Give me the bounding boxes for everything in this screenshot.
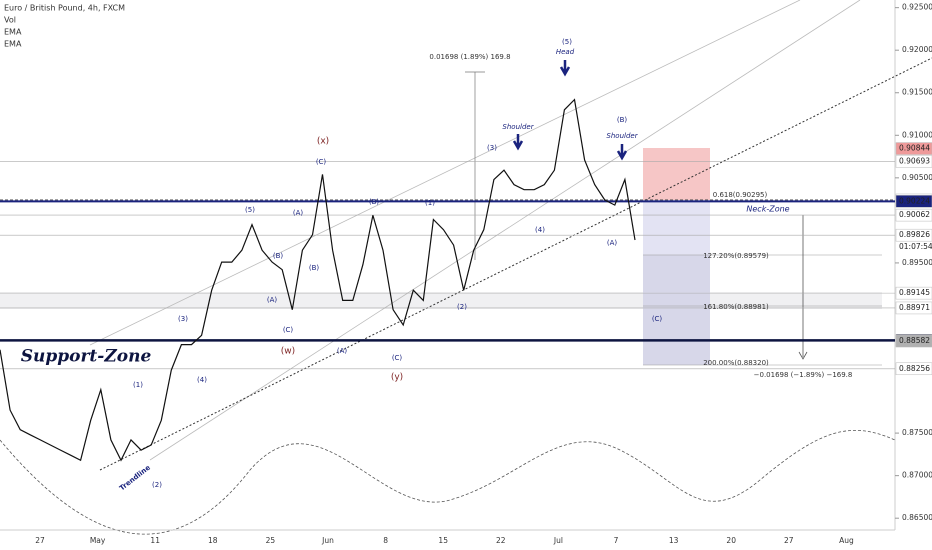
annotation: (C) [392, 354, 403, 362]
x-tick-label: 13 [669, 536, 679, 545]
annotation: (A) [293, 209, 304, 217]
y-tick-label: 0.92500 [902, 3, 932, 12]
measure-arrow [798, 351, 808, 360]
annotation: (4) [535, 226, 545, 234]
annotation: (3) [487, 144, 497, 152]
price-label-box [895, 301, 932, 315]
indicator-label: Vol [4, 16, 16, 25]
annotation: (B) [309, 264, 320, 272]
annotation: Support-Zone [21, 347, 152, 367]
x-tick-label: Aug [839, 536, 854, 545]
channel-line [149, 0, 861, 461]
annotation: (B) [273, 252, 284, 260]
annotation: 200.00%(0.88320) [703, 359, 769, 367]
y-tick-label: 0.91500 [902, 88, 932, 97]
annotation: Shoulder [502, 123, 534, 131]
annotation: (y) [391, 373, 403, 383]
price-label-box [895, 286, 932, 300]
symbol-title: Euro / British Pound, 4h, FXCM [4, 4, 125, 13]
x-tick-label: 20 [726, 536, 736, 545]
indicator-label: EMA [4, 40, 22, 49]
annotation: (3) [178, 315, 188, 323]
x-tick-label: 25 [266, 536, 276, 545]
annotation: (A) [607, 239, 618, 247]
price-label: 0.88256 [899, 364, 930, 373]
x-tick-label: 18 [208, 536, 218, 545]
annotation: 0.01698 (1.89%) 169.8 [429, 53, 510, 61]
annotation: 127.20%(0.89579) [703, 252, 769, 260]
x-tick-label: 7 [614, 536, 619, 545]
annotation: (C) [652, 315, 663, 323]
indicator-label: EMA [4, 28, 22, 37]
annotation: (1) [425, 199, 435, 207]
x-tick-label: 27 [784, 536, 794, 545]
annotation: Neck-Zone [746, 205, 789, 214]
y-tick-label: 0.89500 [902, 258, 932, 267]
countdown: 01:07:54 [899, 242, 932, 251]
annotation: (5) [562, 38, 572, 46]
annotation: Head [556, 48, 575, 56]
x-tick-label: 8 [383, 536, 388, 545]
annotation: (5) [245, 206, 255, 214]
annotation: (C) [283, 326, 294, 334]
annotation: (4) [197, 376, 207, 384]
annotation: (2) [457, 303, 467, 311]
annotation: (A) [337, 347, 348, 355]
annotation: (w) [281, 347, 295, 357]
annotation: 0.618(0.90295) [713, 191, 768, 199]
x-tick-label: May [90, 536, 106, 545]
price-label: 0.90224 [899, 196, 930, 205]
shoulder-arrow [512, 134, 524, 151]
x-tick-label: Jun [321, 536, 334, 545]
annotation: (A) [267, 296, 278, 304]
annotation: 161.80%(0.88981) [703, 303, 769, 311]
x-tick-label: Jul [553, 536, 563, 545]
price-label: 0.88971 [899, 303, 930, 312]
price-label-box [895, 362, 932, 376]
annotation: (B) [617, 116, 628, 124]
shoulder-arrow [616, 144, 628, 161]
price-label: 0.88582 [899, 336, 930, 345]
y-tick-label: 0.87000 [902, 471, 932, 480]
y-tick-label: 0.86500 [902, 513, 932, 522]
price-line [0, 98, 636, 462]
y-tick-label: 0.92000 [902, 45, 932, 54]
cycle-curve [0, 429, 896, 535]
y-tick-label: 0.90500 [902, 173, 932, 182]
price-label-box [895, 195, 932, 208]
price-label-box [895, 228, 932, 242]
target-box-inner [643, 255, 710, 365]
x-tick-label: 11 [150, 536, 160, 545]
price-label: 0.89826 [899, 230, 930, 239]
x-tick-label: 15 [438, 536, 448, 545]
annotation: Shoulder [606, 132, 638, 140]
annotation: −0.01698 (−1.89%) −169.8 [754, 371, 853, 379]
price-label: 0.89145 [899, 288, 930, 297]
x-tick-label: 27 [35, 536, 45, 545]
annotation: (x) [317, 137, 329, 147]
annotation: (2) [152, 481, 162, 489]
price-label: 0.90062 [899, 210, 930, 219]
price-label-box [895, 142, 932, 155]
y-tick-label: 0.91000 [902, 130, 932, 139]
channel-line [89, 0, 801, 346]
head-arrow [559, 60, 571, 77]
x-tick-label: 22 [496, 536, 506, 545]
stop-box [643, 148, 710, 200]
y-tick-label: 0.87500 [902, 428, 932, 437]
trendline [99, 57, 932, 471]
price-label-box [895, 155, 932, 168]
price-label: 0.90693 [899, 156, 930, 165]
price-label-box [895, 208, 932, 222]
annotation: (1) [133, 381, 143, 389]
price-label: 0.90844 [899, 144, 930, 153]
price-label-box [895, 334, 932, 348]
annotation: (C) [316, 158, 327, 166]
annotation: (B) [369, 198, 380, 206]
